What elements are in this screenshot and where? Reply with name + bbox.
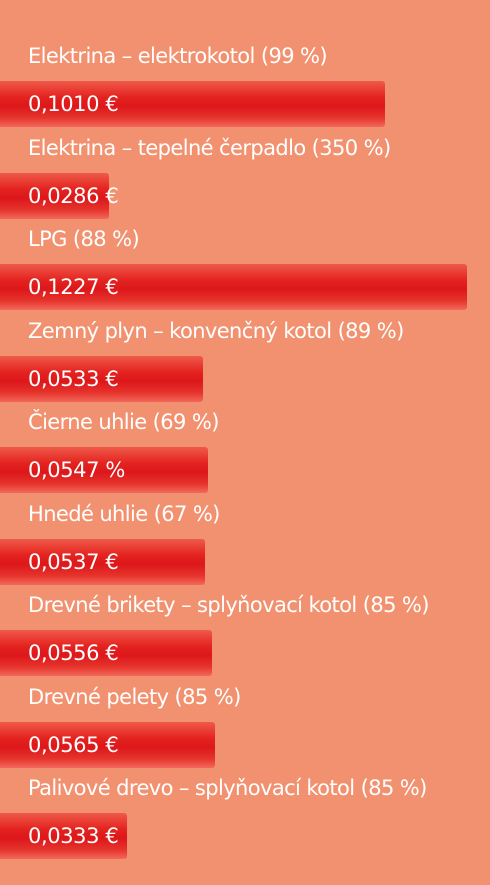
category-label: Elektrina – elektrokotol (99 %) <box>28 44 328 68</box>
chart-row: Elektrina – tepelné čerpadlo (350 %) 0,02… <box>0 130 490 222</box>
chart-row: Zemný plyn – konvenčný kotol (89 %) 0,053… <box>0 313 490 405</box>
value-label: 0,0286 € <box>28 183 119 208</box>
category-label: Drevné pelety (85 %) <box>28 684 241 709</box>
value-label: 0,0556 € <box>28 641 119 665</box>
category-label: Hnedé uhlie (67 %) <box>28 501 220 526</box>
chart-row: Drevné brikety – splyňovací kotol (85 %)… <box>0 587 490 679</box>
category-label: Čierne uhlie (69 %) <box>28 410 219 434</box>
value-label: 0,0537 € <box>28 549 119 574</box>
category-label: LPG (88 %) <box>28 227 140 251</box>
chart-row: Elektrina – elektrokotol (99 %) 0,1010 € <box>0 38 490 130</box>
bar <box>0 630 212 676</box>
chart-row: Hnedé uhlie (67 %) 0,0537 € <box>0 496 490 588</box>
value-label: 0,0565 € <box>28 732 119 757</box>
category-label: Drevné brikety – splyňovací kotol (85 %) <box>28 593 429 617</box>
bar <box>0 447 208 493</box>
bar <box>0 172 109 219</box>
bar <box>0 81 385 127</box>
bar <box>0 538 205 585</box>
bar <box>0 355 203 402</box>
value-label: 0,1227 € <box>28 275 119 299</box>
chart-row: Palivové drevo – splyňovací kotol (85 %)… <box>0 770 490 862</box>
bar <box>0 264 467 310</box>
bar <box>0 813 127 859</box>
category-label: Zemný plyn – konvenčný kotol (89 %) <box>28 318 404 343</box>
value-label: 0,0547 % <box>28 458 125 482</box>
value-label: 0,1010 € <box>28 92 119 116</box>
value-label: 0,0533 € <box>28 366 119 391</box>
chart-row: LPG (88 %) 0,1227 € <box>0 221 490 313</box>
category-label: Elektrina – tepelné čerpadlo (350 %) <box>28 135 391 160</box>
category-label: Palivové drevo – splyňovací kotol (85 %) <box>28 776 427 800</box>
value-label: 0,0333 € <box>28 824 119 848</box>
chart-row: Čierne uhlie (69 %) 0,0547 % <box>0 404 490 496</box>
chart-row: Drevné pelety (85 %) 0,0565 € <box>0 679 490 771</box>
bar <box>0 721 215 768</box>
